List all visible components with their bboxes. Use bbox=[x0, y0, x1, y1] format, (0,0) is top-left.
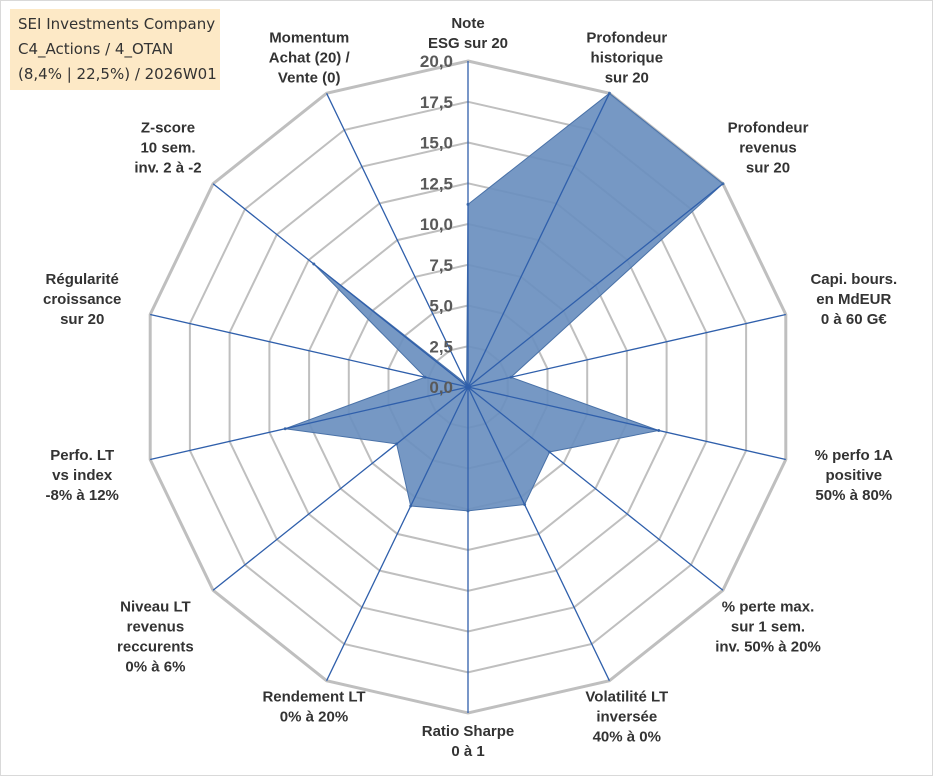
axis-label-14: Momentum Achat (20) / Vente (0) bbox=[269, 29, 351, 86]
axis-label-9: Rendement LT 0% à 20% bbox=[262, 689, 365, 726]
axis-label-line: Niveau LT bbox=[120, 598, 191, 615]
spoke-5 bbox=[467, 386, 786, 461]
axis-label-line: Capi. bours. bbox=[810, 271, 897, 288]
axis-label-2: Profondeur historique sur 20 bbox=[586, 29, 667, 86]
axis-label-line: ESG sur 20 bbox=[428, 35, 508, 52]
spoke-6 bbox=[467, 386, 724, 591]
axis-label-line: 0% à 20% bbox=[280, 709, 348, 726]
category-path: C4_Actions / 4_OTAN bbox=[18, 40, 174, 58]
chart-title-box: SEI Investments Company C4_Actions / 4_O… bbox=[10, 9, 220, 90]
spoke-2 bbox=[467, 93, 610, 388]
axis-label-line: positive bbox=[825, 467, 882, 484]
axis-label-line: Régularité bbox=[46, 271, 119, 288]
spoke-10 bbox=[212, 386, 469, 591]
axis-label-line: vs index bbox=[52, 467, 113, 484]
axis-label-line: revenus bbox=[739, 140, 797, 157]
axis-label-line: Z-score bbox=[141, 120, 195, 137]
tick-label: 7,5 bbox=[429, 256, 453, 275]
spoke-4 bbox=[467, 313, 786, 388]
axis-label-7: Volatilité LT inversée 40% à 0% bbox=[585, 689, 668, 746]
tick-label: 0,0 bbox=[429, 378, 453, 397]
radar-axis-labels: Note ESG sur 20 Profondeur historique sur 20… bbox=[43, 15, 897, 760]
axis-label-line: % perfo 1A bbox=[815, 447, 894, 464]
axis-label-line: inv. 50% à 20% bbox=[715, 638, 821, 655]
axis-label-line: inversée bbox=[596, 709, 657, 726]
axis-label-line: Vente (0) bbox=[278, 69, 341, 86]
axis-label-line: 50% à 80% bbox=[815, 487, 892, 504]
radar-tick-labels: 0,0 2,5 5,0 7,5 10,0 12,5 15,0 17,5 20,0 bbox=[420, 52, 453, 397]
axis-label-line: sur 20 bbox=[746, 160, 790, 177]
axis-label-line: Volatilité LT bbox=[585, 689, 668, 706]
axis-label-11: Perfo. LT vs index -8% à 12% bbox=[46, 447, 119, 504]
tick-label: 10,0 bbox=[420, 215, 453, 234]
axis-label-line: 0% à 6% bbox=[125, 658, 185, 675]
axis-label-line: revenus bbox=[127, 618, 185, 635]
axis-label-line: Rendement LT bbox=[262, 689, 365, 706]
axis-label-line: Achat (20) / bbox=[269, 49, 351, 66]
axis-label-line: 0 à 60 G€ bbox=[821, 311, 888, 328]
axis-label-line: reccurents bbox=[117, 638, 194, 655]
spoke-3 bbox=[467, 183, 724, 388]
axis-label-12: Régularité croissance sur 20 bbox=[43, 271, 121, 328]
axis-label-1: Note ESG sur 20 bbox=[428, 15, 508, 52]
axis-label-5: % perfo 1A positive 50% à 80% bbox=[815, 447, 894, 504]
axis-label-line: croissance bbox=[43, 291, 121, 308]
axis-label-line: historique bbox=[591, 49, 664, 66]
axis-label-line: sur 20 bbox=[605, 69, 649, 86]
data-area bbox=[285, 92, 724, 512]
axis-label-6: % perte max. sur 1 sem. inv. 50% à 20% bbox=[715, 598, 821, 655]
tick-label: 5,0 bbox=[429, 297, 453, 316]
tick-label: 2,5 bbox=[429, 337, 453, 356]
axis-label-line: Ratio Sharpe bbox=[422, 723, 515, 740]
spoke-7 bbox=[467, 386, 610, 681]
axis-label-8: Ratio Sharpe 0 à 1 bbox=[422, 723, 515, 760]
spoke-12 bbox=[150, 313, 469, 388]
spoke-11 bbox=[150, 386, 469, 461]
axis-label-3: Profondeur revenus sur 20 bbox=[728, 120, 809, 177]
tick-label: 17,5 bbox=[420, 93, 453, 112]
ratio-and-week: (8,4% | 22,5%) / 2026W01 bbox=[18, 65, 217, 83]
radar-spokes bbox=[150, 61, 786, 713]
axis-label-line: en MdEUR bbox=[816, 291, 891, 308]
tick-label: 20,0 bbox=[420, 52, 453, 71]
axis-label-line: -8% à 12% bbox=[46, 487, 119, 504]
axis-label-13: Z-score 10 sem. inv. 2 à -2 bbox=[134, 120, 201, 177]
axis-label-line: % perte max. bbox=[722, 598, 815, 615]
tick-label: 12,5 bbox=[420, 174, 453, 193]
axis-label-line: 40% à 0% bbox=[593, 729, 661, 746]
spoke-9 bbox=[326, 386, 469, 681]
axis-label-line: sur 20 bbox=[60, 311, 104, 328]
axis-label-line: Profondeur bbox=[728, 120, 809, 137]
axis-label-line: 10 sem. bbox=[140, 140, 195, 157]
spoke-14 bbox=[326, 93, 469, 388]
company-name: SEI Investments Company bbox=[18, 15, 216, 33]
axis-label-4: Capi. bours. en MdEUR 0 à 60 G€ bbox=[810, 271, 897, 328]
axis-label-10: Niveau LT revenus reccurents 0% à 6% bbox=[117, 598, 194, 675]
axis-label-line: Profondeur bbox=[586, 29, 667, 46]
axis-label-line: Perfo. LT bbox=[50, 447, 114, 464]
axis-label-line: 0 à 1 bbox=[451, 743, 484, 760]
axis-label-line: Momentum bbox=[269, 29, 349, 46]
tick-label: 15,0 bbox=[420, 134, 453, 153]
axis-label-line: inv. 2 à -2 bbox=[134, 160, 201, 177]
spoke-13 bbox=[212, 183, 469, 388]
axis-label-line: sur 1 sem. bbox=[731, 618, 805, 635]
axis-label-line: Note bbox=[451, 15, 484, 32]
